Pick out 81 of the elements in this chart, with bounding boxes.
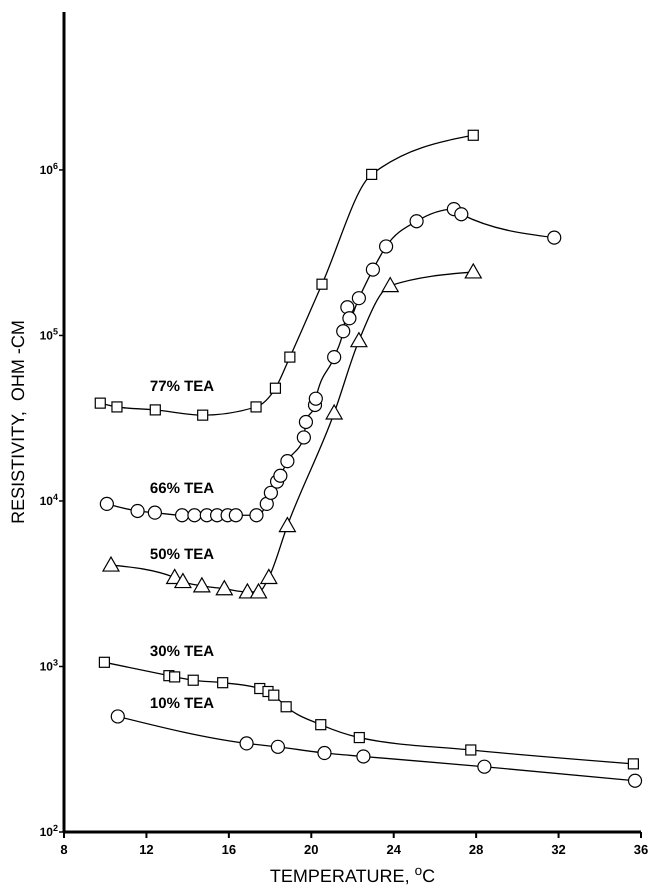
point — [280, 454, 294, 468]
point — [268, 690, 280, 701]
point — [264, 486, 278, 500]
point — [409, 214, 424, 228]
point — [354, 732, 365, 744]
point — [454, 207, 468, 222]
x-tick-label: 8 — [60, 842, 68, 857]
point — [464, 263, 482, 279]
point — [130, 504, 145, 518]
point — [239, 736, 254, 750]
y-tick-label: 10$^{2}$ — [40, 823, 58, 839]
point — [315, 719, 326, 730]
point — [260, 496, 274, 512]
point — [326, 404, 343, 420]
point — [382, 277, 399, 292]
point — [111, 401, 123, 413]
point — [273, 468, 288, 483]
point — [278, 516, 296, 532]
point — [217, 677, 228, 688]
series-label: 10% TEA — [150, 694, 214, 712]
point — [296, 430, 311, 445]
point — [260, 568, 278, 584]
point — [174, 572, 192, 588]
point — [197, 410, 208, 421]
point — [366, 168, 378, 180]
point — [94, 398, 106, 409]
series-label: 50% TEA — [150, 546, 214, 564]
point — [308, 392, 323, 406]
point — [468, 130, 479, 141]
point — [628, 758, 639, 770]
point — [352, 291, 366, 306]
point — [280, 701, 292, 712]
point — [628, 774, 642, 788]
x-tick-label: 12 — [139, 842, 154, 857]
x-tick-label: 16 — [222, 842, 236, 857]
y-tick-label: 10$^{5}$ — [40, 326, 58, 342]
series-label: 66% TEA — [150, 480, 214, 498]
point — [350, 332, 368, 348]
point — [547, 230, 562, 245]
point — [250, 583, 268, 599]
y-tick-label: 10$^{3}$ — [40, 657, 58, 674]
point — [465, 744, 476, 756]
point — [249, 508, 264, 522]
point — [102, 556, 120, 572]
point — [317, 746, 332, 760]
point — [284, 352, 296, 363]
point — [98, 656, 110, 668]
point — [174, 508, 190, 522]
point — [148, 506, 162, 520]
point — [110, 709, 125, 724]
point — [250, 401, 262, 413]
point — [316, 278, 328, 290]
point — [228, 508, 243, 522]
x-axis-title: TEMPERATURE, $^{o}$C — [270, 862, 436, 886]
point — [100, 496, 114, 512]
series-label: 77% TEA — [150, 378, 214, 395]
y-axis-title: RESISTIVITY, OHM -CM — [8, 320, 28, 524]
point — [477, 760, 492, 774]
y-tick-label: 10$^{4}$ — [40, 492, 58, 508]
x-tick-label: 32 — [551, 842, 566, 857]
point — [150, 404, 161, 416]
point — [327, 350, 342, 364]
point — [270, 740, 285, 754]
point — [169, 671, 180, 683]
x-tick-label: 20 — [304, 842, 319, 857]
point — [193, 577, 210, 592]
x-tick-label: 36 — [634, 842, 648, 857]
point — [342, 311, 357, 326]
point — [298, 414, 314, 430]
point — [216, 580, 233, 596]
point — [366, 262, 380, 277]
x-tick-label: 24 — [386, 842, 402, 857]
point — [356, 749, 371, 764]
y-tick-label: 10$^{6}$ — [40, 160, 58, 177]
point — [336, 324, 350, 338]
point — [188, 674, 199, 686]
series-label: 30% TEA — [150, 643, 214, 660]
x-tick-label: 28 — [468, 842, 484, 857]
point — [378, 239, 394, 254]
point — [270, 382, 282, 394]
point — [187, 508, 202, 522]
